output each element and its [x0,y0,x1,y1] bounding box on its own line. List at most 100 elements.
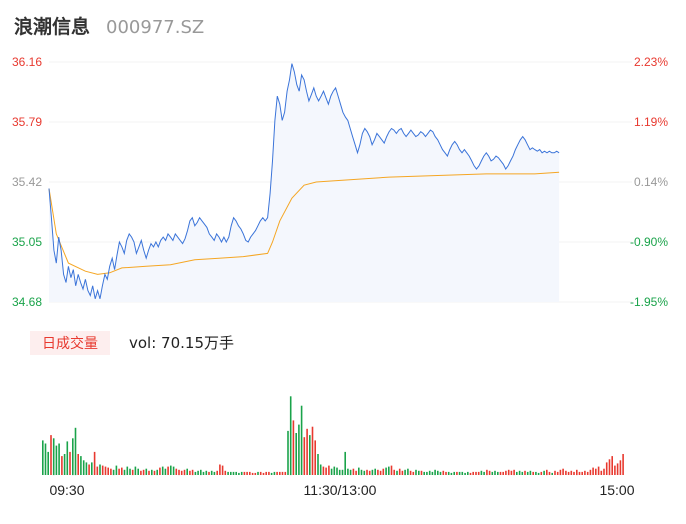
volume-bar [287,430,289,475]
volume-bar [216,470,218,475]
volume-bar [232,471,235,475]
volume-bar [99,464,101,475]
volume-bar [210,470,213,475]
volume-bar [213,471,216,475]
volume-bar [407,468,409,475]
time-axis-ticks: 09:30 11:30/13:00 15:00 [49,482,634,498]
price-path [48,63,560,299]
volume-bar [352,468,355,475]
volume-bar [535,471,537,475]
volume-bar [219,464,221,475]
volume-bar [398,468,401,475]
volume-bar [521,471,524,475]
volume-bar [619,460,622,475]
volume-bar [526,471,529,475]
volume-bar [186,468,188,475]
volume-bar [273,471,276,475]
volume-bar [189,470,191,475]
left-tick-label: 36.16 [12,55,42,69]
volume-bar [347,468,349,475]
right-axis-ticks: 2.23% 1.19% 0.14% -0.90% -1.95% [630,55,668,309]
left-tick-label: 35.42 [12,175,42,189]
volume-bar [453,471,455,475]
volume-bar [298,424,300,475]
volume-bar [126,466,129,475]
volume-bar [161,466,164,475]
volume-bar [537,472,540,475]
volume-bar [396,470,398,475]
volume-bar [148,470,150,475]
volume-bar [363,470,366,475]
volume-bar [276,471,278,475]
volume-bar [349,469,352,476]
volume-bar [570,470,573,475]
volume-bar [142,469,145,476]
volume-bar [224,470,227,475]
volume-bar [562,468,564,475]
volume-bar [88,464,90,475]
volume-bar [249,471,251,475]
volume-bar [456,471,458,475]
volume-bar [42,440,44,475]
volume-bar [74,427,77,476]
volume-bar [96,466,99,475]
volume-bar [420,470,423,475]
volume-bar [115,465,118,475]
volume-bar [611,456,613,475]
volume-bar [595,468,597,475]
volume-bar [338,469,341,476]
volume-bar [472,471,474,475]
volume-bar [178,469,180,476]
volume-bar [238,472,240,475]
volume-bar [221,465,224,475]
volume-bar [532,471,534,475]
volume-bar [270,472,273,475]
volume-bar [554,470,556,475]
period-button-daily-volume[interactable]: 日成交量 [30,331,110,355]
volume-bar [445,471,447,475]
volume-value: 70.15万手 [161,334,234,352]
volume-bar [66,441,69,475]
volume-bar [235,471,237,475]
volume-bar [388,466,390,475]
volume-bar [104,466,107,475]
volume-bar [415,469,417,476]
volume-bar [368,470,371,475]
volume-bar [589,469,592,476]
volume-bar [442,470,445,475]
volume-bar [499,471,502,475]
left-tick-label: 34.68 [12,295,42,309]
volume-bar [259,471,262,475]
volume-prefix: vol: [129,334,162,352]
volume-bar [268,471,270,475]
volume-bar [516,471,518,475]
volume-bar [603,468,605,475]
volume-bar [240,471,243,475]
volume-bar [243,471,246,475]
volume-bar [314,440,316,475]
volume-bar [254,472,257,475]
volume-bar [434,469,436,476]
volume-bar [156,469,158,476]
volume-bar [616,463,619,475]
price-area [49,63,560,302]
volume-bar [80,456,82,475]
volume-bar [137,468,139,475]
volume-bar [600,470,603,475]
volume-bar [227,471,229,475]
volume-bar [205,470,208,475]
volume-bar [581,471,583,475]
volume-bar [311,426,314,475]
volume-bar [382,468,385,475]
volume-bar [118,468,120,475]
volume-bar [390,465,393,475]
volume-bar [257,471,259,475]
volume-bar [284,471,287,475]
right-tick-label: 2.23% [634,55,668,69]
volume-bar [77,454,79,475]
volume-bar [358,467,360,475]
average-line [48,171,560,275]
volume-bar [202,471,205,475]
volume-bar [91,462,93,475]
